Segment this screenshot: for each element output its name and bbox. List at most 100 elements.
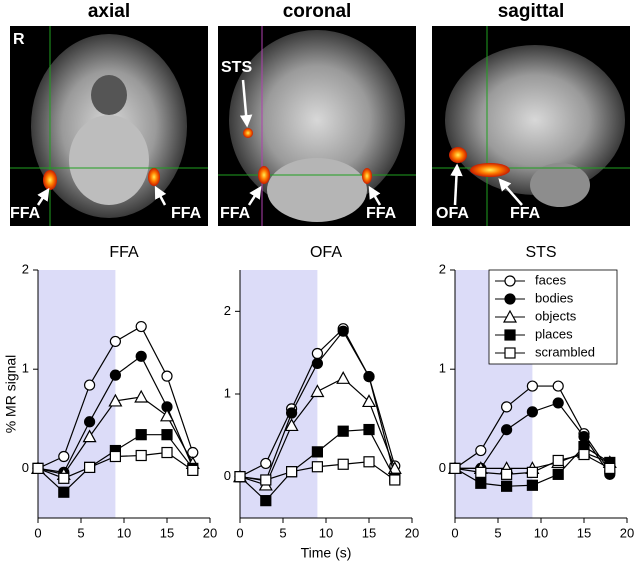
y-tick-label: 1 — [224, 385, 231, 400]
y-tick-label: 0 — [439, 460, 446, 475]
marker — [135, 449, 147, 462]
sagittal-image — [432, 26, 630, 226]
marker — [109, 450, 122, 463]
stimulus-period — [240, 270, 318, 518]
chart-title: OFA — [310, 244, 342, 261]
marker — [501, 480, 513, 492]
marker — [135, 320, 147, 333]
marker — [501, 401, 513, 413]
image-label: FFA — [510, 205, 541, 222]
marker — [578, 448, 590, 461]
marker — [475, 444, 487, 457]
axial-image — [10, 26, 208, 226]
marker — [83, 379, 96, 391]
legend-label: faces — [535, 272, 567, 287]
y-tick-label: 1 — [439, 361, 446, 376]
marker — [501, 424, 513, 436]
x-tick-label: 15 — [362, 525, 376, 540]
marker — [604, 462, 616, 474]
marker — [159, 408, 175, 422]
x-tick-label: 10 — [117, 525, 131, 540]
marker — [135, 429, 147, 441]
marker — [58, 486, 70, 498]
image-label: FFA — [220, 205, 251, 222]
image-label: FFA — [10, 205, 41, 222]
marker — [337, 458, 349, 470]
image-label: STS — [221, 59, 252, 76]
image-label: FFA — [171, 205, 202, 222]
marker — [475, 466, 487, 478]
image-label: FFA — [366, 205, 397, 222]
marker — [58, 472, 70, 484]
marker — [83, 416, 96, 428]
y-axis-label: % MR signal — [3, 355, 19, 434]
marker — [286, 407, 298, 419]
panel-title: axial — [88, 1, 130, 22]
marker — [82, 429, 97, 443]
marker — [337, 425, 349, 437]
x-tick-label: 15 — [577, 525, 591, 540]
image-label: R — [13, 31, 25, 48]
marker — [363, 456, 375, 468]
marker — [260, 474, 272, 486]
y-tick-label: 2 — [439, 261, 446, 276]
marker — [311, 357, 323, 370]
marker — [108, 393, 123, 407]
x-tick-label: 5 — [279, 525, 286, 540]
marker — [58, 450, 70, 463]
y-tick-label: 1 — [22, 361, 29, 376]
x-tick-label: 0 — [451, 525, 458, 540]
legend-label: places — [535, 326, 573, 341]
marker — [187, 464, 199, 476]
marker — [161, 446, 173, 459]
marker — [109, 369, 122, 381]
marker — [552, 468, 564, 480]
stimulus-period — [38, 270, 116, 518]
x-tick-label: 0 — [34, 525, 41, 540]
x-tick-label: 20 — [620, 525, 634, 540]
legend-label: bodies — [535, 290, 574, 305]
marker — [260, 457, 272, 470]
marker — [526, 479, 539, 491]
marker — [135, 350, 147, 362]
marker — [526, 406, 539, 418]
marker — [161, 370, 173, 382]
marker — [389, 474, 401, 486]
legend-marker — [504, 293, 516, 305]
legend-marker — [502, 309, 518, 323]
x-tick-label: 20 — [405, 525, 419, 540]
marker — [552, 380, 564, 392]
image-label: OFA — [436, 205, 469, 222]
marker — [475, 477, 487, 489]
x-tick-label: 5 — [77, 525, 84, 540]
legend-marker — [504, 347, 516, 359]
marker — [311, 446, 323, 458]
marker — [361, 394, 377, 408]
chart-title: FFA — [109, 244, 139, 261]
marker — [552, 397, 564, 409]
marker — [260, 495, 272, 507]
x-tick-label: 10 — [319, 525, 333, 540]
marker — [449, 462, 461, 474]
marker — [501, 468, 513, 480]
panel-title: sagittal — [498, 1, 565, 22]
x-tick-label: 20 — [203, 525, 217, 540]
marker — [161, 429, 173, 441]
marker — [526, 466, 539, 478]
y-tick-label: 2 — [22, 261, 29, 276]
x-tick-label: 5 — [494, 525, 501, 540]
legend-marker — [504, 275, 516, 287]
x-tick-label: 10 — [534, 525, 548, 540]
marker — [234, 471, 246, 483]
marker — [363, 423, 375, 436]
y-tick-label: 0 — [224, 468, 231, 483]
marker — [526, 380, 539, 392]
marker — [552, 454, 564, 467]
marker — [337, 325, 349, 337]
marker — [286, 466, 298, 478]
marker — [32, 462, 44, 474]
marker — [109, 335, 122, 348]
marker — [284, 418, 299, 432]
